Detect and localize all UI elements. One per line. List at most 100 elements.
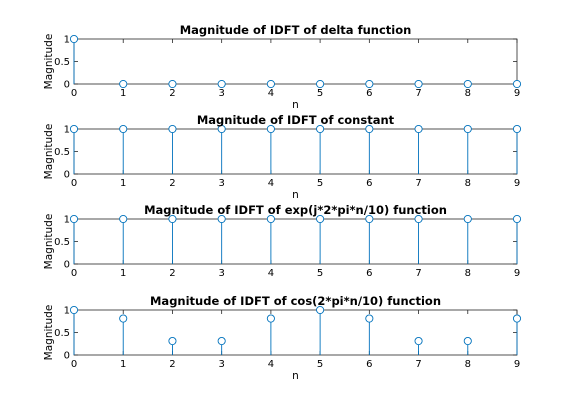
subplot-title: Magnitude of IDFT of constant bbox=[197, 113, 395, 127]
x-axis-label: n bbox=[292, 370, 299, 382]
y-tick-label: 1 bbox=[64, 35, 70, 46]
stem-marker bbox=[512, 214, 522, 224]
x-tick-label: 3 bbox=[218, 88, 224, 99]
stem-marker bbox=[365, 79, 374, 89]
stem-marker bbox=[119, 314, 128, 323]
x-tick-label: 0 bbox=[71, 268, 77, 279]
y-tick-label: 1 bbox=[64, 215, 70, 226]
stem-marker bbox=[119, 79, 128, 89]
x-tick-label: 2 bbox=[169, 268, 175, 279]
x-tick-label: 4 bbox=[268, 268, 274, 279]
y-axis-label: Magnitude bbox=[43, 305, 55, 361]
x-tick-label: 2 bbox=[169, 88, 175, 99]
x-tick-label: 7 bbox=[415, 268, 421, 279]
stem-marker bbox=[463, 124, 472, 134]
stem-marker bbox=[69, 214, 79, 224]
stem-marker bbox=[168, 79, 177, 89]
stem-marker bbox=[463, 336, 472, 346]
axes-box bbox=[73, 128, 518, 175]
x-tick-label: 5 bbox=[317, 88, 323, 99]
stem-marker bbox=[512, 314, 522, 323]
stem-marker bbox=[217, 124, 226, 134]
stem-marker bbox=[266, 79, 275, 89]
stem-marker bbox=[365, 214, 374, 224]
x-tick-label: 7 bbox=[415, 178, 421, 189]
stem-marker bbox=[266, 124, 275, 134]
x-axis-label: n bbox=[292, 189, 299, 201]
subplot-4: 0 1 2 3 4 5 6 7 8 9 0 0.5 1 Magnitude of IDFT of cos(… bbox=[43, 294, 522, 382]
x-tick-label: 1 bbox=[120, 178, 126, 189]
stem-marker bbox=[512, 124, 522, 134]
x-tick-label: 5 bbox=[317, 268, 323, 279]
x-tick-label: 7 bbox=[415, 88, 421, 99]
x-tick-label: 2 bbox=[169, 178, 175, 189]
x-tick-label: 0 bbox=[71, 178, 77, 189]
x-tick-label: 9 bbox=[514, 88, 520, 99]
y-tick-label: 0 bbox=[64, 170, 70, 181]
stem-marker bbox=[119, 214, 128, 224]
x-tick-label: 8 bbox=[465, 359, 471, 370]
x-tick-label: 8 bbox=[465, 178, 471, 189]
y-axis-label: Magnitude bbox=[43, 34, 55, 90]
stem-marker bbox=[316, 79, 325, 89]
x-tick-label: 6 bbox=[366, 359, 372, 370]
stem-marker bbox=[119, 124, 128, 134]
x-tick-label: 8 bbox=[465, 88, 471, 99]
axes-box bbox=[73, 38, 518, 85]
subplot-1: 0 1 2 3 4 5 6 7 8 9 0 0.5 1 Magnitude of IDFT of delt… bbox=[43, 23, 522, 111]
stem-marker bbox=[168, 124, 177, 134]
subplot-title: Magnitude of IDFT of delta function bbox=[180, 23, 412, 37]
x-tick-label: 3 bbox=[218, 268, 224, 279]
y-tick-label: 0 bbox=[64, 351, 70, 362]
stem-marker bbox=[414, 336, 423, 346]
subplot-2: 0 1 2 3 4 5 6 7 8 9 0 0.5 1 Magnitude of IDFT of cons… bbox=[43, 113, 522, 201]
stem-marker bbox=[266, 214, 275, 224]
x-tick-label: 2 bbox=[169, 359, 175, 370]
x-tick-label: 1 bbox=[120, 268, 126, 279]
stem-marker bbox=[316, 214, 325, 224]
y-axis-label: Magnitude bbox=[43, 214, 55, 270]
stem-marker bbox=[168, 214, 177, 224]
stem-marker bbox=[414, 214, 423, 224]
y-axis-label: Magnitude bbox=[43, 124, 55, 180]
stem-marker bbox=[414, 124, 423, 134]
stem-marker bbox=[365, 314, 374, 323]
x-tick-label: 1 bbox=[120, 88, 126, 99]
stem-marker bbox=[168, 336, 177, 346]
y-tick-label: 0.5 bbox=[54, 147, 70, 158]
x-tick-label: 4 bbox=[268, 88, 274, 99]
stem-marker bbox=[463, 79, 472, 89]
y-tick-label: 1 bbox=[64, 306, 70, 317]
x-tick-label: 6 bbox=[366, 88, 372, 99]
stem-marker bbox=[69, 124, 79, 134]
subplot-3: 0 1 2 3 4 5 6 7 8 9 0 0.5 1 Magnitude of IDFT of exp(… bbox=[43, 203, 522, 279]
x-tick-label: 0 bbox=[71, 88, 77, 99]
x-tick-label: 9 bbox=[514, 178, 520, 189]
stem-marker bbox=[316, 305, 325, 315]
stem-marker bbox=[316, 124, 325, 134]
stem-marker bbox=[512, 79, 522, 89]
x-tick-label: 5 bbox=[317, 178, 323, 189]
axes-box bbox=[73, 309, 518, 356]
x-tick-label: 5 bbox=[317, 359, 323, 370]
y-tick-label: 0.5 bbox=[54, 57, 70, 68]
subplot-title: Magnitude of IDFT of cos(2*pi*n/10) func… bbox=[150, 294, 441, 308]
axes-box bbox=[73, 218, 518, 265]
stem-marker bbox=[463, 214, 472, 224]
y-tick-label: 1 bbox=[64, 125, 70, 136]
stem-marker bbox=[69, 34, 79, 44]
x-tick-label: 3 bbox=[218, 359, 224, 370]
x-tick-label: 6 bbox=[366, 178, 372, 189]
x-tick-label: 9 bbox=[514, 359, 520, 370]
x-tick-label: 7 bbox=[415, 359, 421, 370]
stem-marker bbox=[217, 336, 226, 346]
x-tick-label: 0 bbox=[71, 359, 77, 370]
x-tick-label: 1 bbox=[120, 359, 126, 370]
y-tick-label: 0.5 bbox=[54, 328, 70, 339]
x-tick-label: 3 bbox=[218, 178, 224, 189]
x-tick-label: 6 bbox=[366, 268, 372, 279]
subplot-title: Magnitude of IDFT of exp(j*2*pi*n/10) fu… bbox=[144, 203, 447, 217]
x-axis-label: n bbox=[292, 99, 299, 111]
stem-marker bbox=[69, 305, 79, 315]
y-tick-label: 0.5 bbox=[54, 237, 70, 248]
